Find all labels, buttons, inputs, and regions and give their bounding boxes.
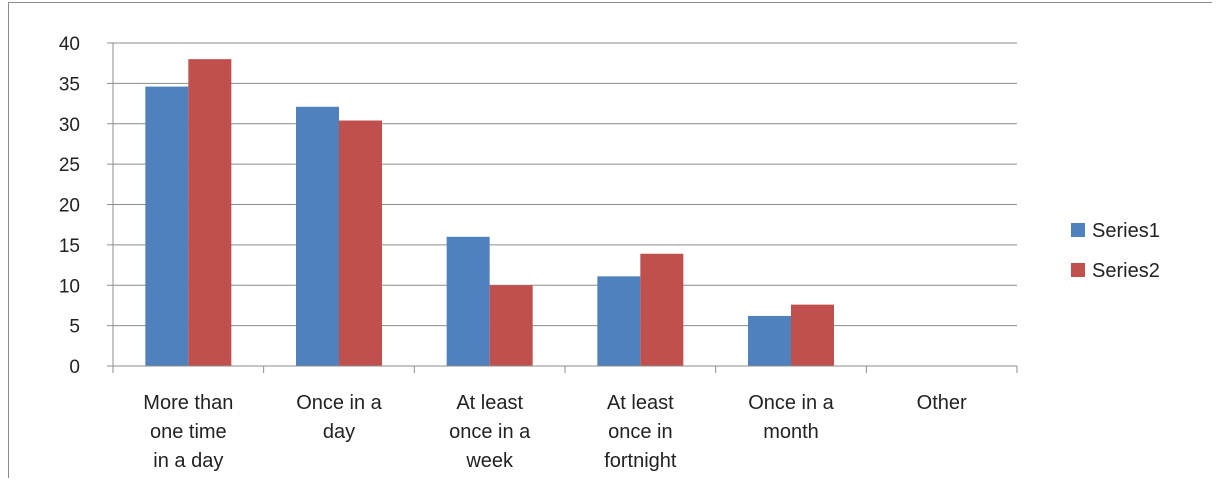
gridlines <box>107 42 1017 367</box>
y-tick-label: 5 <box>69 317 80 338</box>
chart-frame <box>8 2 1212 478</box>
x-tick-label: once in <box>608 421 673 443</box>
x-tick-label: At least <box>456 392 523 414</box>
x-tick-label: At least <box>607 392 674 414</box>
legend-swatch-series2 <box>1071 263 1085 277</box>
x-tick-labels: More than one time in a day Once in a day At … <box>143 392 967 472</box>
bar-series1-1 <box>296 106 339 366</box>
bar-series1-2 <box>446 236 490 366</box>
y-tick-label: 40 <box>59 34 80 55</box>
bar-series2-4 <box>791 304 834 366</box>
bar-series1-3 <box>597 276 641 366</box>
bar-series2-3 <box>640 253 684 366</box>
x-tick-label: Once in a <box>748 392 834 414</box>
bar-series2-2 <box>489 285 533 366</box>
legend-label-series1: Series1 <box>1092 220 1160 242</box>
bar-series1-4 <box>748 315 791 366</box>
y-tick-labels: 0 5 10 15 20 25 30 35 40 <box>59 34 80 378</box>
x-tick-label: More than <box>143 392 233 414</box>
x-tick-label: month <box>763 421 819 443</box>
y-tick-label: 15 <box>59 236 80 257</box>
x-tick-label: Once in a <box>296 392 382 414</box>
x-tick-label: fortnight <box>604 450 677 472</box>
legend-label-series2: Series2 <box>1092 260 1160 282</box>
legend: Series1 Series2 <box>1071 220 1160 282</box>
y-tick-label: 35 <box>59 74 80 95</box>
bar-series2-0 <box>188 59 232 367</box>
bars <box>145 59 834 367</box>
y-tick-label: 10 <box>59 276 80 297</box>
x-tick-label: week <box>465 450 514 472</box>
x-tick-label: once in a <box>449 421 531 443</box>
axes <box>112 43 1018 373</box>
y-tick-label: 20 <box>59 196 80 217</box>
x-tick-label: one time <box>150 421 227 443</box>
bar-series1-0 <box>145 86 189 366</box>
bar-series2-1 <box>339 120 382 367</box>
x-tick-label: in a day <box>153 450 223 472</box>
y-tick-label: 30 <box>59 115 80 136</box>
legend-swatch-series1 <box>1071 223 1085 237</box>
y-tick-label: 0 <box>69 357 80 378</box>
x-tick-label: Other <box>917 392 967 414</box>
y-tick-label: 25 <box>59 155 80 176</box>
x-tick-label: day <box>323 421 355 443</box>
